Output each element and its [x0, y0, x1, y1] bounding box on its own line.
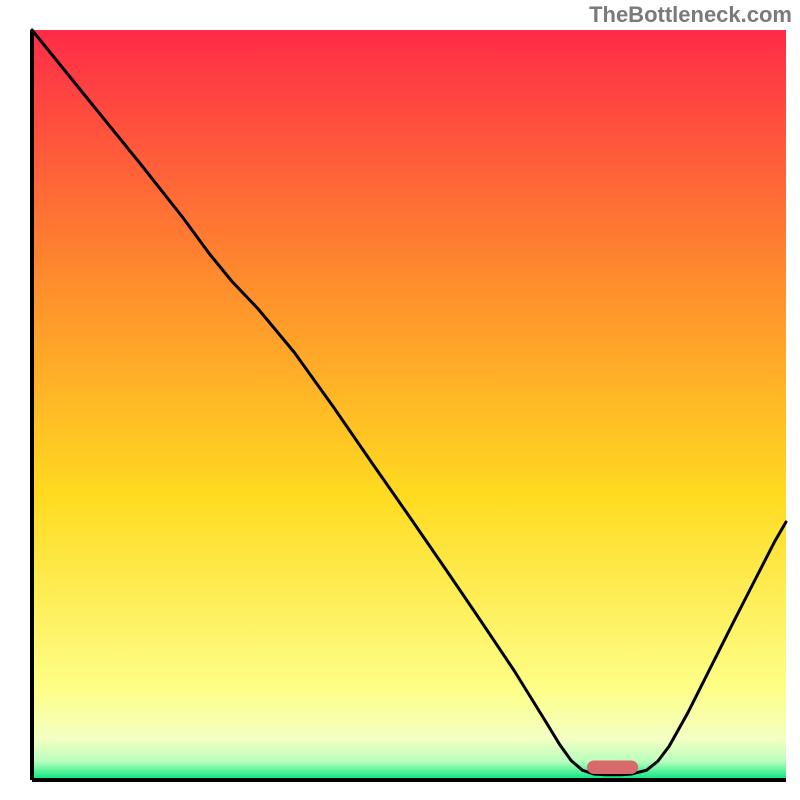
optimal-marker	[587, 761, 638, 775]
bottleneck-chart: TheBottleneck.com	[0, 0, 800, 800]
plot-svg	[0, 0, 800, 800]
plot-background	[32, 30, 786, 780]
